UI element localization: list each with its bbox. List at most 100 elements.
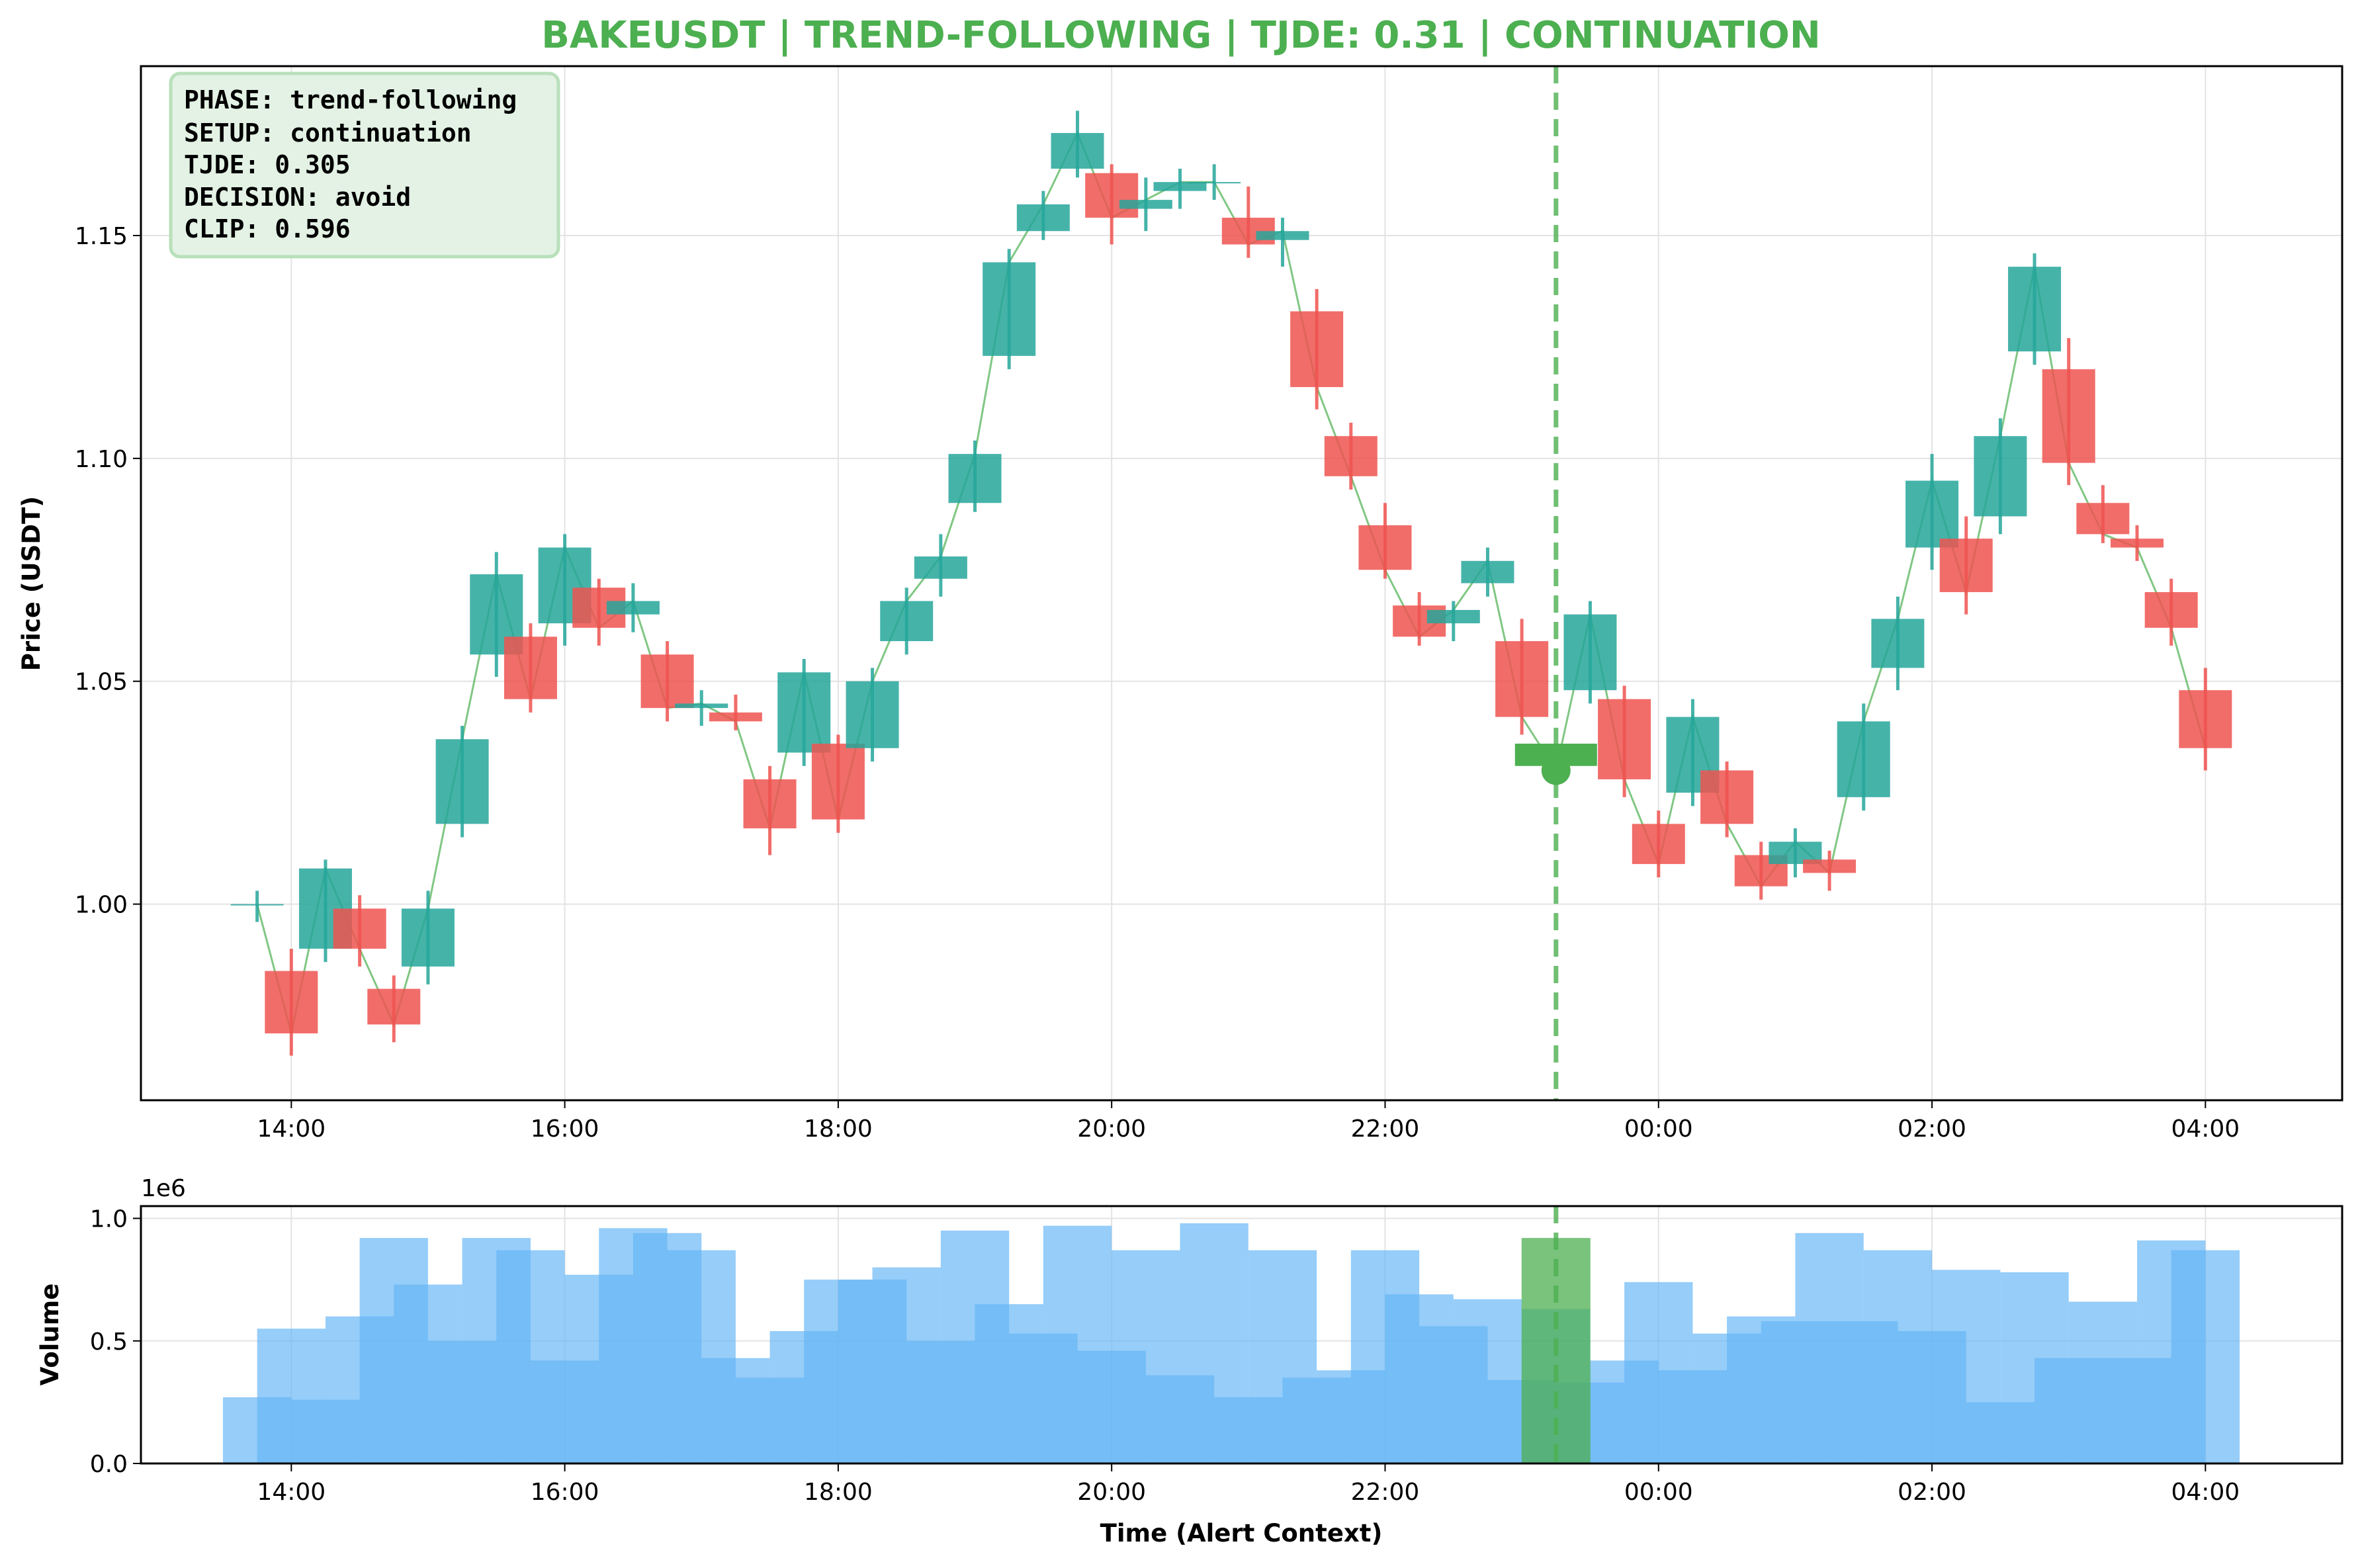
bearish-candle [709, 695, 762, 730]
bearish-candle [1700, 762, 1753, 838]
candle-body [1495, 641, 1548, 717]
x-tick-label: 16:00 [531, 1115, 599, 1143]
info-line-clip: CLIP: 0.596 [184, 214, 351, 243]
alert-price-dot [1542, 756, 1571, 785]
volume-bars [223, 1223, 2240, 1463]
info-line-setup: SETUP: continuation [184, 118, 472, 148]
candle-body [983, 262, 1035, 355]
bearish-candle [1325, 423, 1378, 490]
bullish-candle [231, 891, 284, 922]
candle-body [1461, 561, 1514, 584]
x-tick-label: 04:00 [2171, 1479, 2240, 1506]
x-tick-label: 14:00 [257, 1479, 326, 1506]
candle-body [744, 779, 797, 828]
y-tick-label: 0.5 [90, 1328, 128, 1356]
y-tick-label: 1.05 [75, 669, 128, 696]
volume-panel: 0.00.51.014:00 16:00 18:00 20:00 22:00 00:00 0… [36, 1175, 2342, 1547]
y-tick-label: 1.00 [75, 892, 128, 919]
y-tick-label: 1.10 [75, 446, 128, 473]
bullish-candle [436, 726, 489, 837]
candle-body [709, 713, 762, 721]
volume-x-label: Time (Alert Context) [1100, 1519, 1383, 1547]
bullish-candle [2008, 253, 2061, 365]
bearish-candle [1358, 503, 1411, 579]
candle-body [812, 744, 865, 820]
x-tick-label: 22:00 [1351, 1115, 1420, 1143]
info-line-decision: DECISION: avoid [184, 183, 411, 212]
candle-body [1974, 436, 2027, 516]
candle-body [402, 908, 455, 967]
candle-body [1119, 200, 1172, 208]
x-tick-label: 16:00 [531, 1479, 599, 1506]
candle-body [504, 636, 557, 699]
x-tick-label: 02:00 [1898, 1115, 1966, 1143]
candle-body [1085, 173, 1138, 218]
y-tick-label: 0.0 [90, 1451, 128, 1478]
candle-body [1700, 770, 1753, 824]
x-tick-label: 20:00 [1077, 1115, 1146, 1143]
volume-offset-label: 1e6 [141, 1175, 186, 1202]
info-box: PHASE: trend-following SETUP: continuati… [171, 73, 558, 257]
x-tick-label: 20:00 [1077, 1479, 1146, 1506]
bullish-candle [1188, 164, 1241, 200]
candle-body [1325, 436, 1378, 476]
bullish-candle [1563, 601, 1616, 703]
candle-body [607, 601, 660, 614]
candle-body [1905, 481, 1958, 548]
candle-body [1598, 699, 1651, 779]
candle-body [846, 681, 899, 748]
bullish-candle [914, 534, 967, 596]
candle-body [675, 703, 728, 708]
candle-body [2111, 539, 2164, 547]
x-tick-label: 22:00 [1351, 1479, 1420, 1506]
bearish-candle [812, 735, 865, 833]
bullish-candle [949, 441, 1002, 512]
bullish-candle [1837, 703, 1890, 810]
x-tick-label: 02:00 [1898, 1479, 1966, 1506]
candle-body [1256, 231, 1309, 240]
bullish-candle [1051, 110, 1104, 177]
x-tick-label: 18:00 [804, 1479, 873, 1506]
y-tick-label: 1.0 [90, 1206, 128, 1233]
candle-body [2042, 369, 2095, 462]
x-tick-label: 14:00 [257, 1115, 326, 1143]
candle-body [1017, 204, 1070, 231]
candle-body [1154, 182, 1207, 191]
bullish-candle [983, 249, 1035, 369]
volume-bar [2171, 1250, 2240, 1463]
candle-body [2179, 690, 2232, 748]
candle-body [914, 556, 967, 579]
candle-body [1837, 721, 1890, 797]
volume-y-label: Volume [36, 1284, 64, 1386]
x-tick-label: 00:00 [1624, 1115, 1693, 1143]
bullish-candle [1017, 191, 1070, 240]
candle-body [1563, 615, 1616, 691]
x-tick-label: 18:00 [804, 1115, 873, 1143]
bearish-candle [1222, 187, 1275, 258]
candle-body [1940, 539, 1993, 592]
candle-body [1427, 610, 1480, 623]
candle-body [2076, 503, 2129, 534]
candle-body [231, 904, 284, 906]
candle-body [880, 601, 933, 641]
y-tick-label: 1.15 [75, 223, 128, 250]
candle-body [1290, 312, 1343, 388]
candle-body [2145, 592, 2198, 628]
price-panel: 1.00 1.05 1.10 1.15 14:00 16:00 18:00 20:00 22:0… [17, 66, 2342, 1143]
volume-alert [1522, 1206, 1591, 1463]
price-y-label: Price (USDT) [17, 496, 46, 671]
bearish-candle [744, 766, 797, 855]
candle-body [2008, 267, 2061, 351]
candle-body [1803, 859, 1856, 873]
candle-body [1051, 133, 1104, 169]
bearish-candle [2145, 579, 2198, 646]
bearish-candle [1598, 685, 1651, 797]
x-tick-label: 04:00 [2171, 1115, 2240, 1143]
candle-body [265, 971, 318, 1033]
candle-body [1358, 525, 1411, 570]
alert-marker [1515, 66, 1597, 1100]
candle-body [436, 739, 489, 824]
candle-body [949, 454, 1002, 503]
chart-title: BAKEUSDT | TREND-FOLLOWING | TJDE: 0.31 … [541, 14, 1821, 57]
